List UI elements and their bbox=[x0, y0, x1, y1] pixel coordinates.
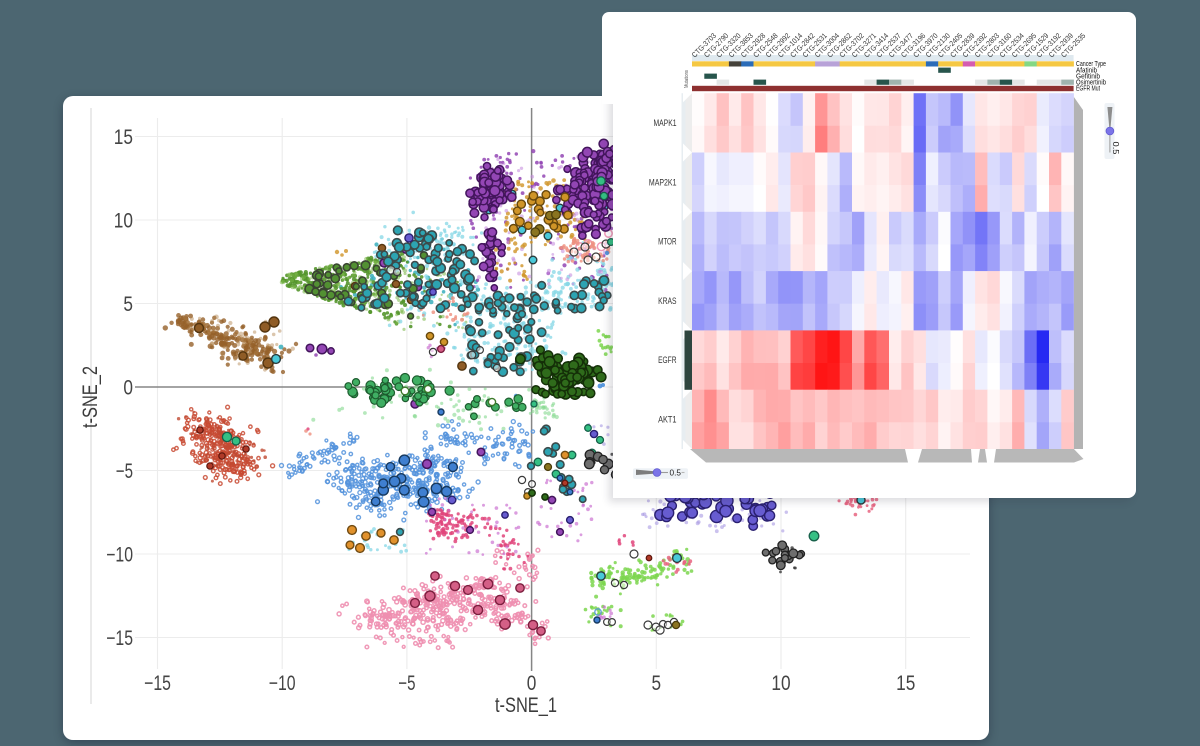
svg-text:10: 10 bbox=[114, 210, 133, 233]
svg-text:0: 0 bbox=[123, 377, 133, 400]
svg-text:−5: −5 bbox=[116, 460, 133, 483]
svg-text:0.5: 0.5 bbox=[670, 468, 682, 478]
svg-text:EGFR Mut: EGFR Mut bbox=[1076, 84, 1101, 93]
svg-text:10: 10 bbox=[771, 672, 790, 695]
svg-text:MTOR: MTOR bbox=[658, 237, 677, 247]
svg-text:−10: −10 bbox=[269, 672, 296, 695]
svg-text:−5: −5 bbox=[398, 672, 415, 695]
svg-text:MAPK1: MAPK1 bbox=[654, 118, 677, 128]
svg-text:Osimertinib: Osimertinib bbox=[1076, 77, 1106, 86]
svg-text:Cancer Type: Cancer Type bbox=[1076, 59, 1106, 68]
svg-text:Afatinib: Afatinib bbox=[1076, 65, 1097, 74]
svg-text:MAP2K1: MAP2K1 bbox=[649, 177, 677, 187]
svg-text:Gefitinib: Gefitinib bbox=[1076, 71, 1100, 80]
svg-text:−15: −15 bbox=[106, 627, 133, 650]
svg-text:t-SNE_2: t-SNE_2 bbox=[79, 366, 102, 428]
svg-text:AKT1: AKT1 bbox=[658, 415, 676, 425]
svg-text:0.5: 0.5 bbox=[1111, 142, 1121, 155]
svg-text:5: 5 bbox=[652, 672, 662, 695]
svg-text:Mutations: Mutations bbox=[684, 70, 690, 88]
svg-text:0: 0 bbox=[527, 672, 537, 695]
svg-text:5: 5 bbox=[123, 293, 133, 316]
svg-text:15: 15 bbox=[896, 672, 915, 695]
svg-text:−10: −10 bbox=[106, 544, 133, 567]
svg-text:KRAS: KRAS bbox=[658, 296, 676, 306]
svg-text:15: 15 bbox=[114, 126, 133, 149]
svg-text:t-SNE_1: t-SNE_1 bbox=[495, 694, 557, 717]
svg-text:−15: −15 bbox=[144, 672, 171, 695]
svg-text:EGFR: EGFR bbox=[658, 355, 677, 365]
